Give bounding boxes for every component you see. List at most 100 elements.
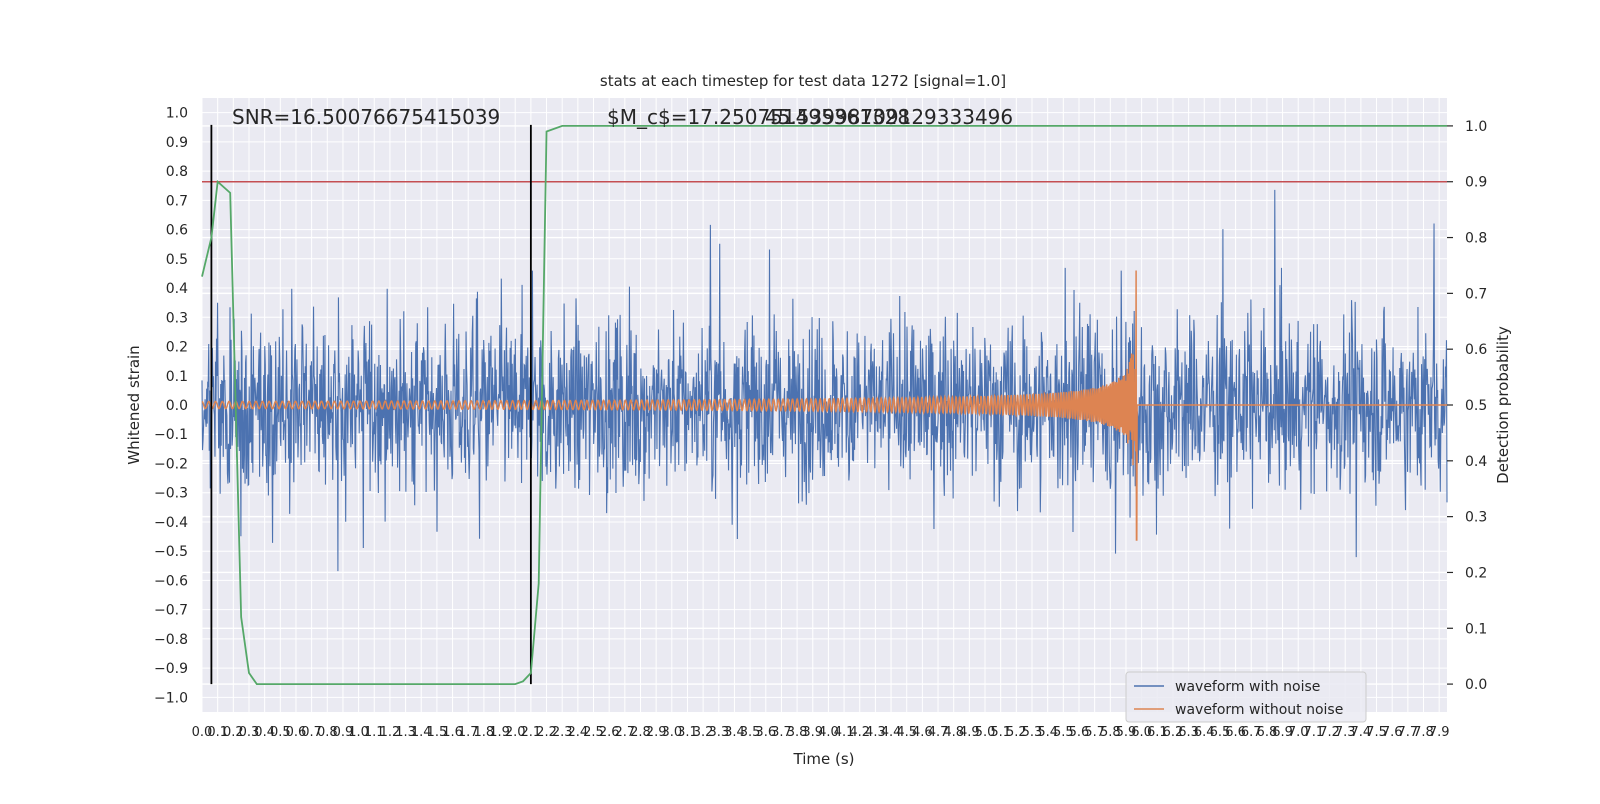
y-tick-label: −0.2 (154, 456, 188, 472)
x-tick-label: 2.4 (568, 725, 589, 740)
x-tick-label: 6.8 (1257, 725, 1278, 740)
x-tick-label: 0.5 (270, 725, 291, 740)
x-tick-label: 2.5 (583, 725, 604, 740)
series-waveform-without-noise (201, 270, 1447, 541)
legend-box (1125, 671, 1367, 723)
x-tick-label: 3.9 (802, 725, 823, 740)
x-axis-ticks: 0.00.10.20.30.40.50.60.70.80.91.01.11.21… (192, 725, 1450, 740)
y-right-tick-label: 0.3 (1465, 510, 1487, 526)
x-tick-label: 2.6 (599, 725, 620, 740)
x-tick-label: 4.0 (818, 725, 839, 740)
x-tick-label: 0.9 (333, 725, 354, 740)
x-tick-label: 1.4 (411, 725, 432, 740)
x-tick-label: 0.6 (286, 725, 307, 740)
x-tick-label: 1.3 (395, 725, 416, 740)
mc-overlap-annotation: 45.53998709129333496 (765, 105, 1013, 129)
x-tick-label: 2.9 (646, 725, 667, 740)
y-right-tick-label: 1.0 (1465, 119, 1487, 135)
x-tick-label: 0.7 (301, 725, 322, 740)
x-tick-label: 1.6 (442, 725, 463, 740)
x-tick-label: 6.6 (1225, 725, 1246, 740)
y-tick-label: 0.6 (166, 223, 188, 239)
noise-line (201, 189, 1448, 572)
y-tick-label: 0.1 (166, 369, 188, 385)
x-tick-label: 5.0 (975, 725, 996, 740)
y-tick-label: −0.5 (154, 544, 188, 560)
y-right-tick-label: 0.4 (1465, 454, 1487, 470)
y-tick-label: 0.8 (166, 164, 188, 180)
x-tick-label: 0.2 (223, 725, 244, 740)
x-tick-label: 6.1 (1147, 725, 1168, 740)
x-tick-label: 5.5 (1053, 725, 1074, 740)
x-tick-label: 7.1 (1304, 725, 1325, 740)
x-tick-label: 7.9 (1429, 725, 1450, 740)
x-tick-label: 6.7 (1241, 725, 1262, 740)
snr-annotation: SNR=16.50076675415039 (232, 105, 500, 129)
x-tick-label: 4.8 (943, 725, 964, 740)
y-tick-label: 0.4 (166, 281, 188, 297)
x-tick-label: 7.6 (1382, 725, 1403, 740)
x-tick-label: 2.8 (630, 725, 651, 740)
x-tick-label: 1.8 (474, 725, 495, 740)
x-tick-label: 4.4 (881, 725, 902, 740)
x-tick-label: 7.0 (1288, 725, 1309, 740)
x-tick-label: 7.8 (1413, 725, 1434, 740)
chart-title: stats at each timestep for test data 127… (600, 72, 1006, 90)
y-axis-right-ticks: 0.0 0.1 0.2 0.3 0.4 0.5 0.6 0.7 0.8 0.9 1.0 (1447, 119, 1487, 693)
y-tick-label: −0.8 (154, 632, 188, 648)
x-tick-label: 1.7 (458, 725, 479, 740)
x-tick-label: 6.4 (1194, 725, 1215, 740)
y-tick-label: 0.3 (166, 310, 188, 326)
y-tick-label: −0.7 (154, 603, 188, 619)
x-tick-label: 3.3 (708, 725, 729, 740)
x-tick-label: 0.1 (207, 725, 228, 740)
x-tick-label: 2.7 (614, 725, 635, 740)
x-tick-label: 1.9 (489, 725, 510, 740)
x-tick-label: 4.7 (928, 725, 949, 740)
x-tick-label: 3.0 (661, 725, 682, 740)
x-tick-label: 1.0 (348, 725, 369, 740)
y-axis-right-label: Detection probability (1494, 326, 1512, 484)
x-tick-label: 5.6 (1069, 725, 1090, 740)
y-right-tick-label: 0.9 (1465, 175, 1487, 191)
x-tick-label: 1.1 (364, 725, 385, 740)
y-right-tick-label: 0.7 (1465, 286, 1487, 302)
y-right-tick-label: 0.0 (1465, 677, 1487, 693)
x-tick-label: 6.5 (1210, 725, 1231, 740)
x-tick-label: 2.0 (505, 725, 526, 740)
x-tick-label: 6.3 (1178, 725, 1199, 740)
y-right-tick-label: 0.2 (1465, 565, 1487, 581)
y-tick-label: −0.9 (154, 661, 188, 677)
x-tick-label: 5.8 (1100, 725, 1121, 740)
y-tick-label: −0.4 (154, 515, 188, 531)
x-tick-label: 0.0 (192, 725, 213, 740)
y-tick-label: 0.0 (166, 398, 188, 414)
x-tick-label: 7.5 (1366, 725, 1387, 740)
y-right-tick-label: 0.1 (1465, 621, 1487, 637)
legend-label-clean: waveform without noise (1175, 702, 1343, 718)
x-tick-label: 4.3 (865, 725, 886, 740)
x-tick-label: 6.0 (1131, 725, 1152, 740)
x-tick-label: 4.1 (834, 725, 855, 740)
x-tick-label: 4.9 (959, 725, 980, 740)
y-tick-label: 0.5 (166, 252, 188, 268)
y-axis-label: Whitened strain (125, 345, 143, 464)
x-tick-label: 7.2 (1319, 725, 1340, 740)
y-right-tick-label: 0.6 (1465, 342, 1487, 358)
mc-annotation: $M_c$=17.250751495361328 (607, 105, 910, 129)
x-tick-label: 2.3 (552, 725, 573, 740)
x-tick-label: 6.2 (1163, 725, 1184, 740)
x-axis-label: Time (s) (793, 750, 855, 768)
legend: waveform with noise waveform without noi… (1125, 671, 1367, 723)
x-tick-label: 5.3 (1022, 725, 1043, 740)
x-tick-label: 1.2 (380, 725, 401, 740)
x-tick-label: 7.3 (1335, 725, 1356, 740)
overlays (201, 124, 1447, 685)
legend-label-noise: waveform with noise (1175, 679, 1320, 695)
x-tick-label: 6.9 (1272, 725, 1293, 740)
x-tick-label: 3.1 (677, 725, 698, 740)
clean-line (201, 270, 1447, 541)
x-tick-label: 5.2 (1006, 725, 1027, 740)
